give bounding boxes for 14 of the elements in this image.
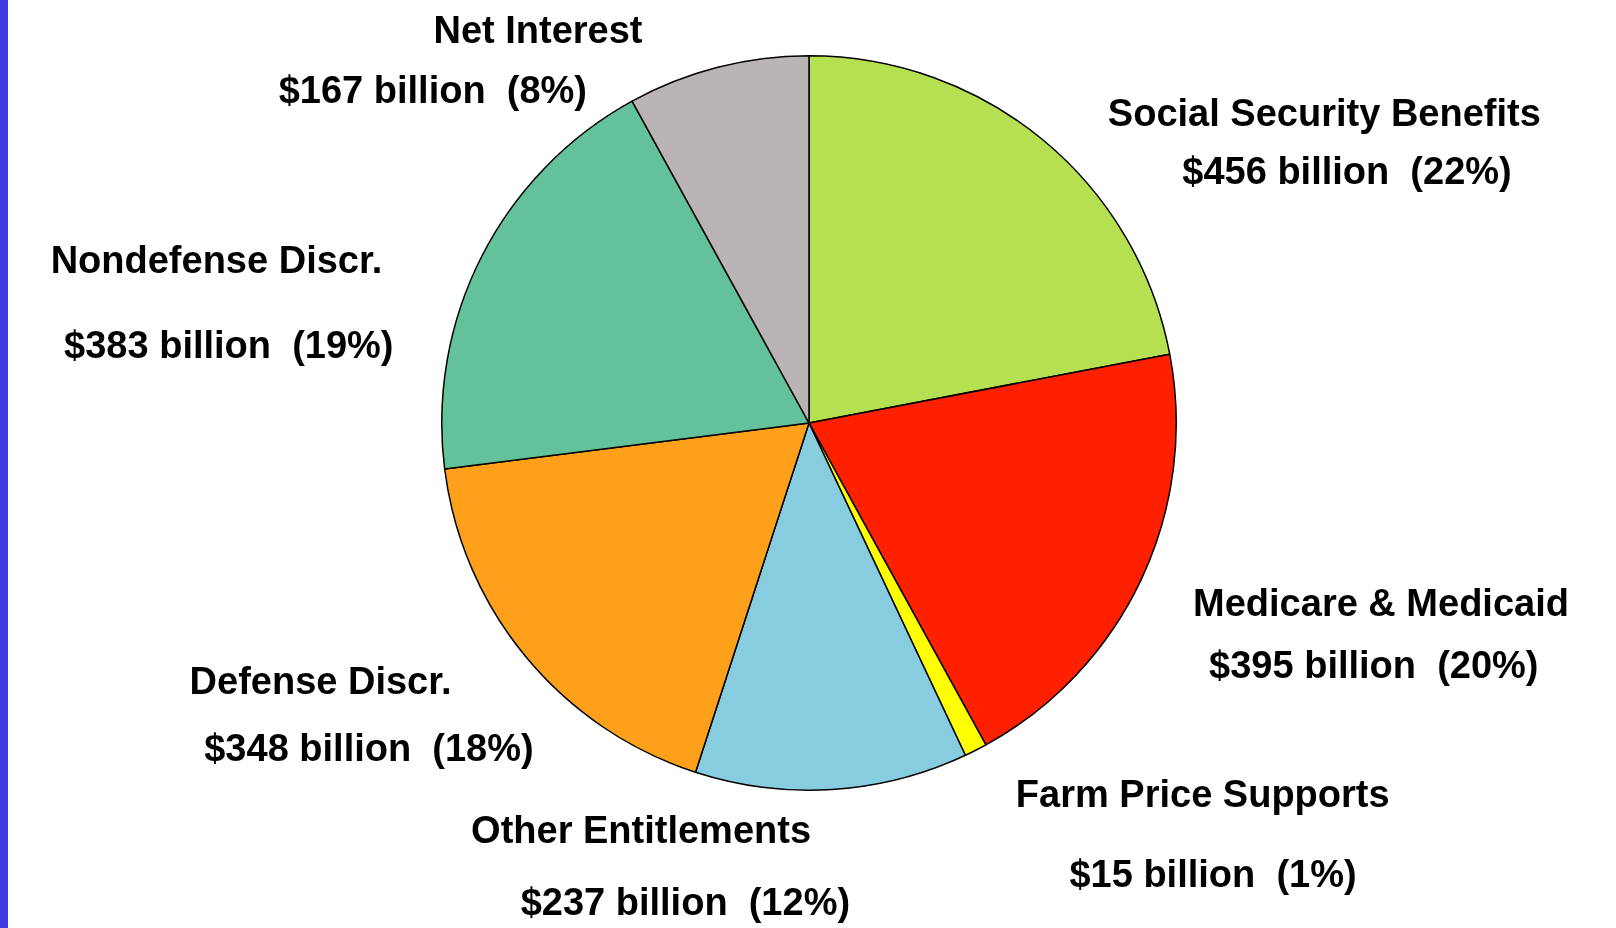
slice-label: Nondefense Discr. <box>50 239 383 282</box>
data-label: $237 billion (12%) <box>520 881 851 924</box>
data-label: $383 billion (19%) <box>64 323 394 366</box>
data-label: $395 billion (20%) <box>1209 644 1539 687</box>
slice-label: Net Interest <box>433 9 643 52</box>
slice-label: Social Security Benefits <box>1107 91 1541 134</box>
slice-label: Defense Discr. <box>189 659 452 702</box>
data-label: $456 billion (22%) <box>1182 149 1512 192</box>
slice-label: Other Entitlements <box>471 809 812 852</box>
data-label: $167 billion (8%) <box>278 69 588 112</box>
data-label: $348 billion (18%) <box>204 726 534 769</box>
data-label: $15 billion (1%) <box>1069 852 1357 895</box>
slice-label: Medicare & Medicaid <box>1193 582 1569 625</box>
slice-label: Farm Price Supports <box>1015 773 1390 816</box>
